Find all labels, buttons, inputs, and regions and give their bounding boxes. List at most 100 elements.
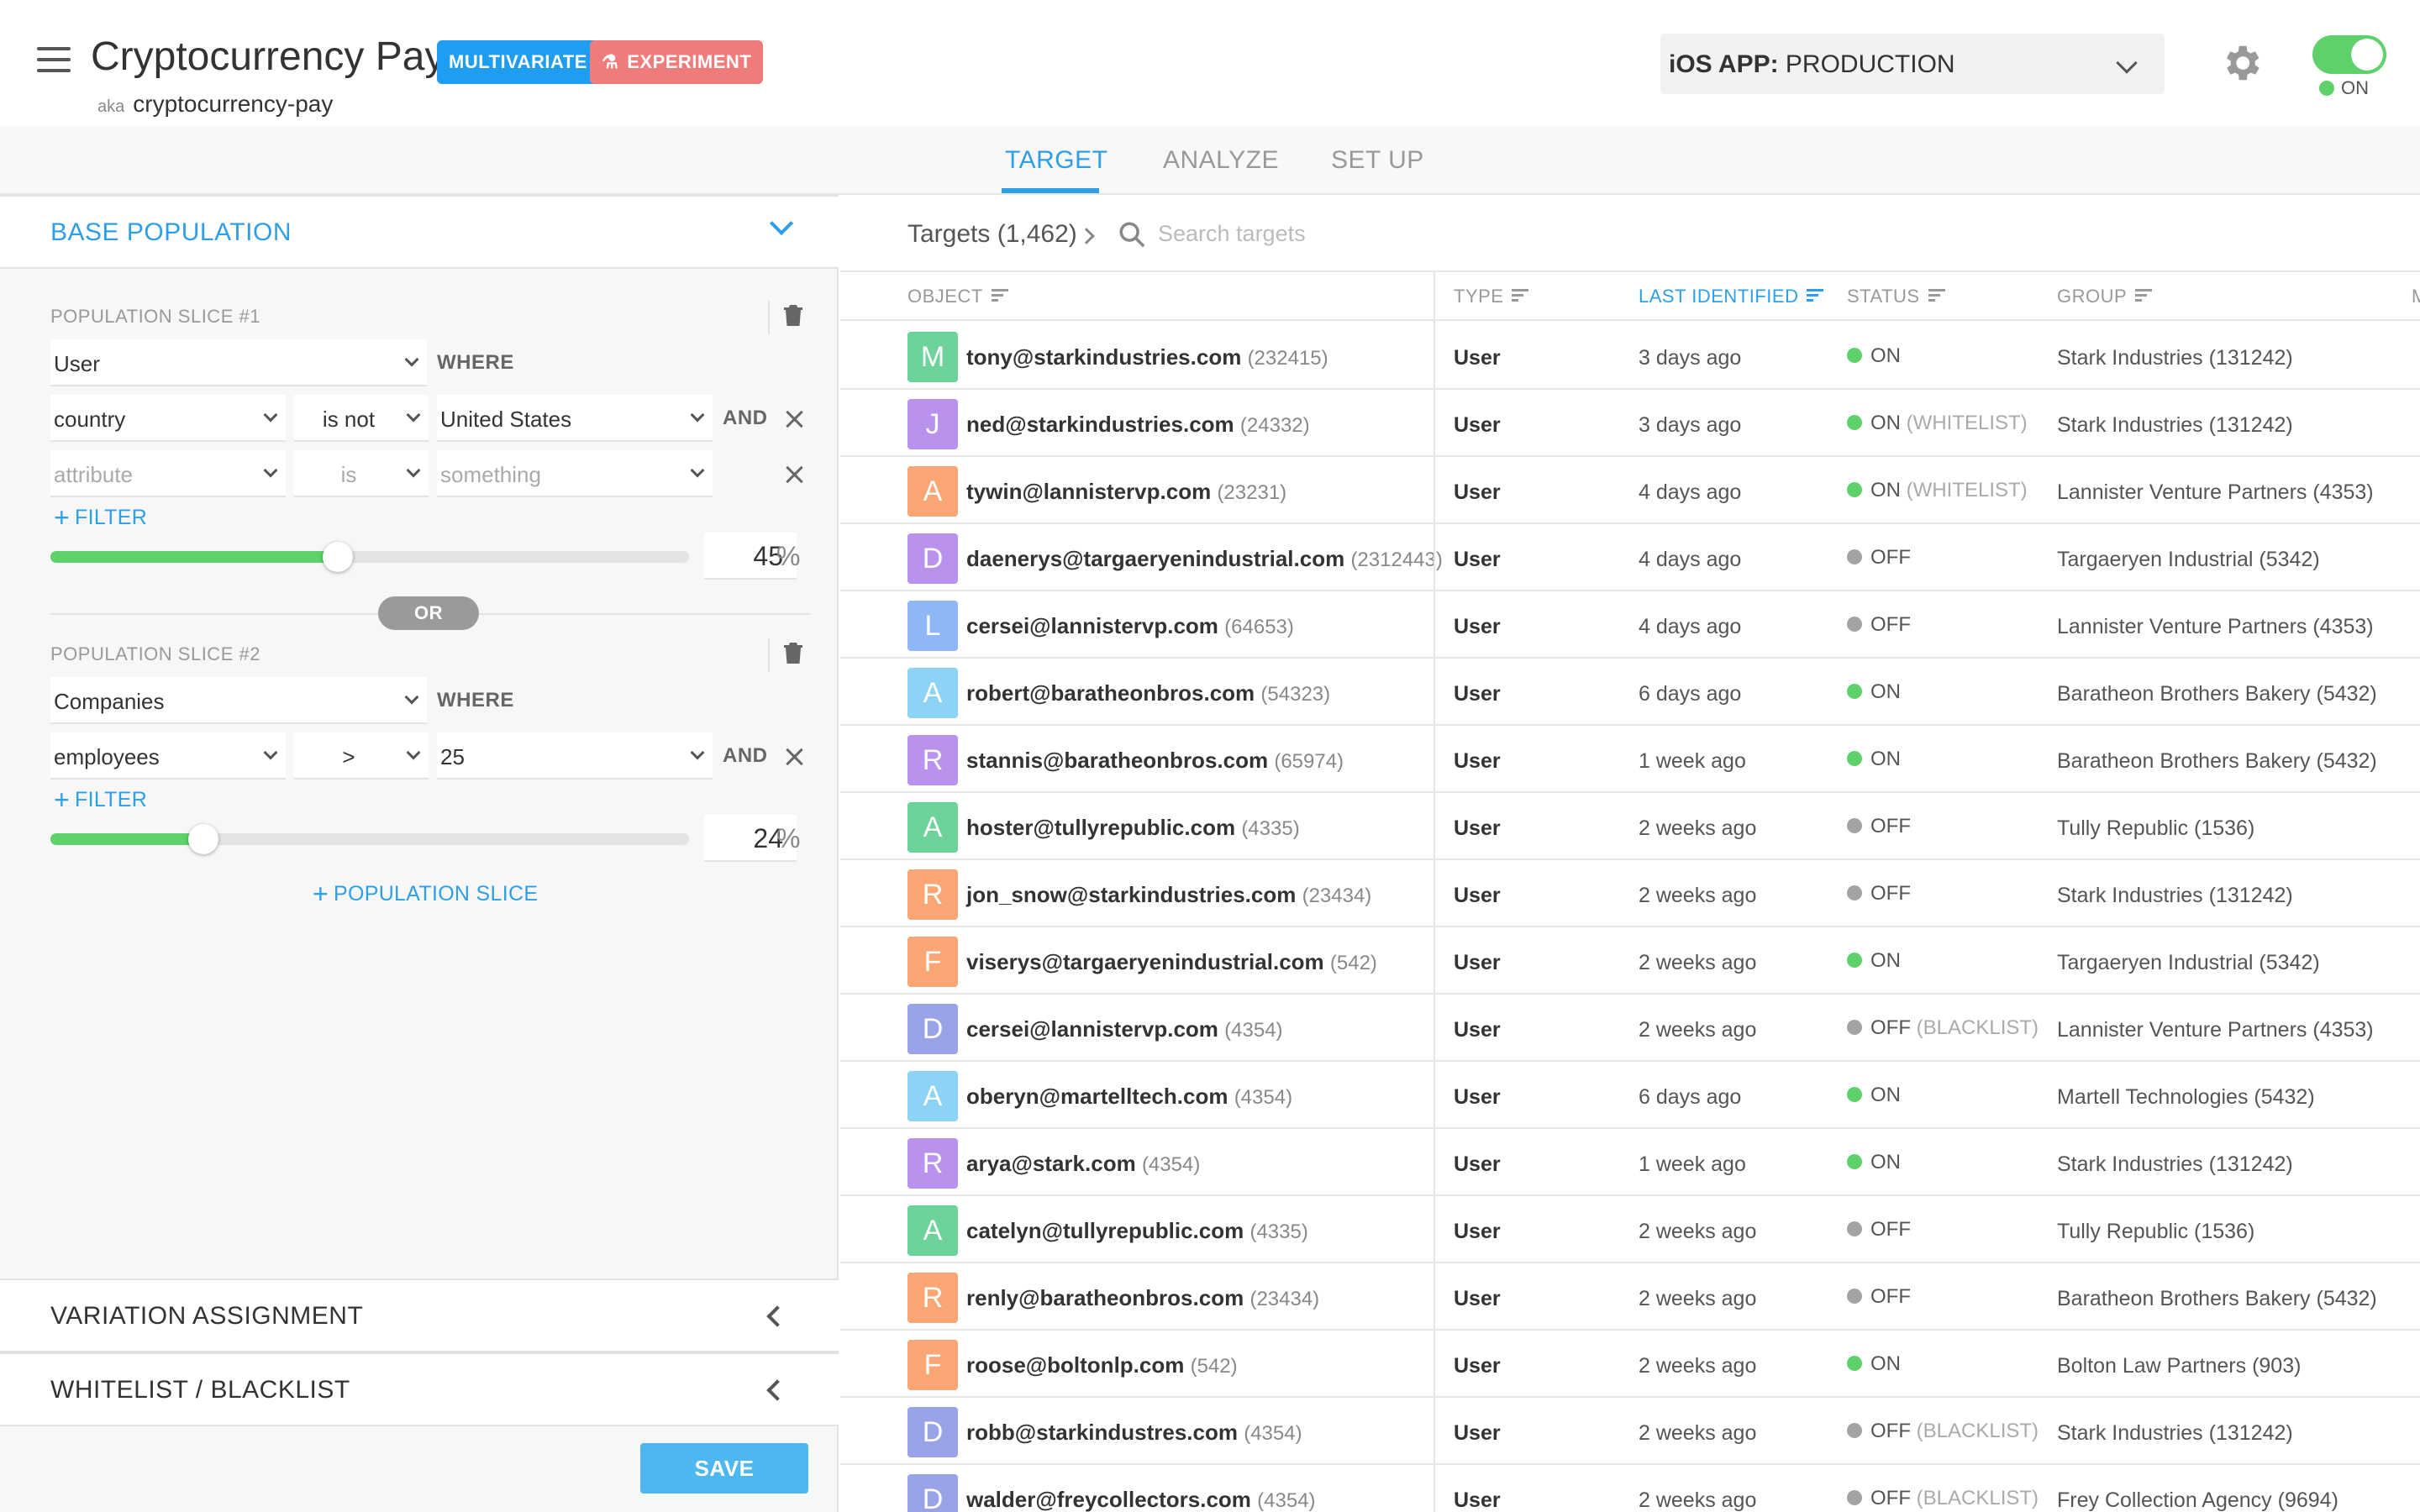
- slider-handle[interactable]: [323, 542, 353, 572]
- group-cell[interactable]: Targaeryen Industrial (5342): [2057, 951, 2320, 974]
- column-header-object[interactable]: OBJECT: [908, 286, 1008, 307]
- gear-icon[interactable]: [2218, 40, 2264, 86]
- status-note: (BLACKLIST): [1916, 1016, 2039, 1039]
- slice-1-operator-select[interactable]: is not: [294, 395, 429, 442]
- remove-condition-icon[interactable]: [785, 465, 803, 484]
- column-header-group[interactable]: GROUP: [2057, 286, 2153, 307]
- group-cell[interactable]: Stark Industries (131242): [2057, 346, 2293, 370]
- base-population-header[interactable]: BASE POPULATION: [0, 195, 839, 269]
- slice-1-value-select-2[interactable]: something: [437, 450, 713, 497]
- remove-condition-icon[interactable]: [785, 748, 803, 766]
- variation-assignment-header[interactable]: VARIATION ASSIGNMENT: [0, 1278, 839, 1352]
- slice-2-percent-slider[interactable]: [50, 824, 689, 854]
- object-email-cell[interactable]: renly@baratheonbros.com (23434): [966, 1285, 1319, 1311]
- slice-1-value-select[interactable]: United States: [437, 395, 713, 442]
- slice-2-operator-select[interactable]: >: [294, 732, 429, 780]
- object-email-cell[interactable]: stannis@baratheonbros.com (65974): [966, 748, 1344, 774]
- group-cell[interactable]: Martell Technologies (5432): [2057, 1085, 2315, 1109]
- object-email-cell[interactable]: arya@stark.com (4354): [966, 1151, 1200, 1177]
- group-cell[interactable]: Tully Republic (1536): [2057, 1220, 2255, 1243]
- trash-icon[interactable]: [783, 304, 803, 328]
- hamburger-menu-icon[interactable]: [37, 47, 71, 72]
- column-header-status-label: STATUS: [1847, 286, 1920, 307]
- column-header-last-identified[interactable]: LAST IDENTIFIED: [1639, 286, 1824, 307]
- group-cell[interactable]: Lannister Venture Partners (4353): [2057, 1018, 2374, 1042]
- group-cell[interactable]: Lannister Venture Partners (4353): [2057, 615, 2374, 638]
- slice-1-percent-slider[interactable]: [50, 542, 689, 572]
- column-header-type[interactable]: TYPE: [1454, 286, 1529, 307]
- group-cell[interactable]: Stark Industries (131242): [2057, 413, 2293, 437]
- add-population-slice-link[interactable]: + POPULATION SLICE: [313, 879, 538, 910]
- object-email-cell[interactable]: ned@starkindustries.com (24332): [966, 412, 1310, 438]
- object-email-cell[interactable]: robert@baratheonbros.com (54323): [966, 680, 1330, 706]
- slice-1-percent-input[interactable]: 45: [704, 533, 797, 580]
- add-filter-link[interactable]: + FILTER: [54, 502, 147, 533]
- add-filter-link[interactable]: + FILTER: [54, 785, 147, 816]
- tab-analyze[interactable]: ANALYZE: [1163, 146, 1279, 174]
- slice-2-value-select[interactable]: 25: [437, 732, 713, 780]
- tab-target[interactable]: TARGET: [1005, 146, 1108, 174]
- trash-icon[interactable]: [783, 642, 803, 665]
- object-email-cell[interactable]: catelyn@tullyrepublic.com (4335): [966, 1218, 1308, 1244]
- group-cell[interactable]: Targaeryen Industrial (5342): [2057, 548, 2320, 571]
- group-cell[interactable]: Baratheon Brothers Bakery (5432): [2057, 1287, 2377, 1310]
- search-input[interactable]: [1156, 213, 1660, 254]
- flag-toggle[interactable]: [2312, 35, 2386, 74]
- slice-1-operator-select-2[interactable]: is: [294, 450, 429, 497]
- chevron-right-icon[interactable]: [1078, 228, 1095, 244]
- group-cell[interactable]: Frey Collection Agency (9694): [2057, 1488, 2338, 1512]
- group-cell[interactable]: Stark Industries (131242): [2057, 1421, 2293, 1445]
- object-email-cell[interactable]: robb@starkindustres.com (4354): [966, 1420, 1302, 1446]
- object-email-cell[interactable]: tywin@lannistervp.com (23231): [966, 479, 1286, 505]
- object-email-cell[interactable]: cersei@lannistervp.com (4354): [966, 1016, 1283, 1042]
- slice-2-attribute-select[interactable]: employees: [50, 732, 286, 780]
- column-header-truncated[interactable]: M: [2412, 286, 2420, 307]
- object-email-cell[interactable]: cersei@lannistervp.com (64653): [966, 613, 1294, 639]
- group-cell[interactable]: Baratheon Brothers Bakery (5432): [2057, 749, 2377, 773]
- environment-select[interactable]: iOS APP: PRODUCTION: [1660, 34, 2165, 94]
- group-cell[interactable]: Stark Industries (131242): [2057, 1152, 2293, 1176]
- remove-condition-icon[interactable]: [785, 410, 803, 428]
- object-email-cell[interactable]: viserys@targaeryenindustrial.com (542): [966, 949, 1377, 975]
- save-button[interactable]: SAVE: [640, 1443, 808, 1494]
- group-cell[interactable]: Baratheon Brothers Bakery (5432): [2057, 682, 2377, 706]
- object-email-cell[interactable]: jon_snow@starkindustries.com (23434): [966, 882, 1371, 908]
- object-email-cell[interactable]: daenerys@targaeryenindustrial.com (23124…: [966, 546, 1443, 572]
- whitelist-blacklist-header[interactable]: WHITELIST / BLACKLIST: [0, 1352, 839, 1426]
- slice-2-entity-select[interactable]: Companies: [50, 677, 427, 724]
- slice-1-attribute-select-2[interactable]: attribute: [50, 450, 286, 497]
- group-cell[interactable]: Tully Republic (1536): [2057, 816, 2255, 840]
- slice-2-percent-input[interactable]: 24: [704, 815, 797, 862]
- column-header-status[interactable]: STATUS: [1847, 286, 1945, 307]
- object-email-cell[interactable]: hoster@tullyrepublic.com (4335): [966, 815, 1300, 841]
- group-cell[interactable]: Bolton Law Partners (903): [2057, 1354, 2302, 1378]
- object-email-cell[interactable]: oberyn@martelltech.com (4354): [966, 1084, 1292, 1110]
- object-email-cell[interactable]: roose@boltonlp.com (542): [966, 1352, 1238, 1378]
- slice-1-entity-select[interactable]: User: [50, 339, 427, 386]
- slice-1-attribute-select[interactable]: country: [50, 395, 286, 442]
- object-email-cell[interactable]: tony@starkindustries.com (232415): [966, 344, 1328, 370]
- group-cell[interactable]: Lannister Venture Partners (4353): [2057, 480, 2374, 504]
- tab-set-up[interactable]: SET UP: [1331, 146, 1424, 174]
- group-cell[interactable]: Stark Industries (131242): [2057, 884, 2293, 907]
- object-email-cell[interactable]: walder@freycollectors.com (4354): [966, 1487, 1316, 1512]
- slider-handle[interactable]: [188, 824, 218, 854]
